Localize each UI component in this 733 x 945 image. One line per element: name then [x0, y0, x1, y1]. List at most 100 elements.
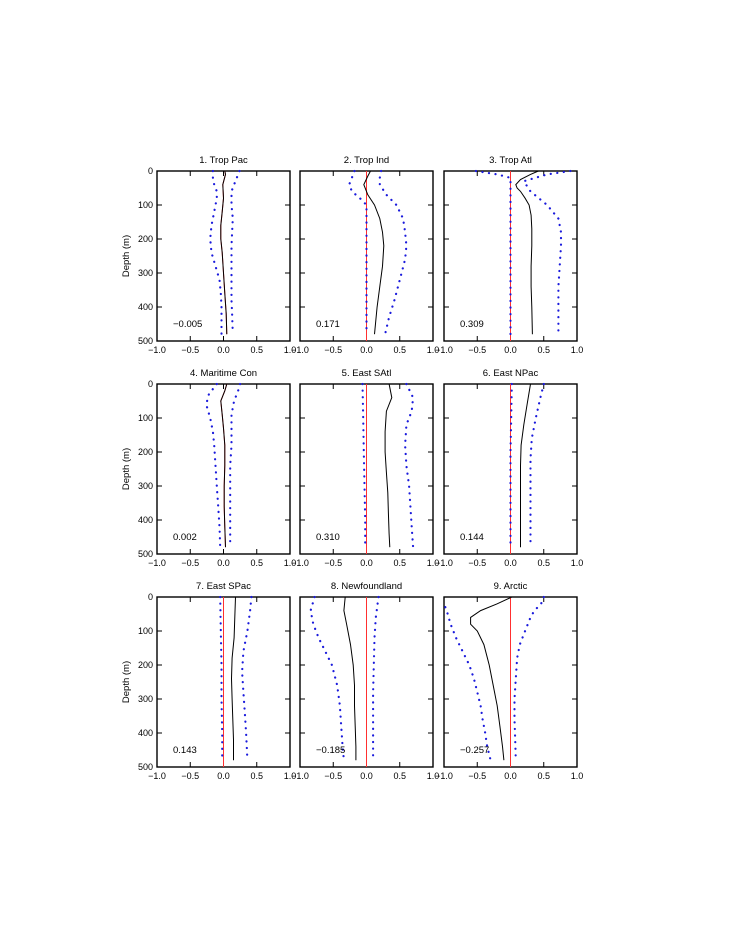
y-tick-label: 200: [138, 234, 153, 244]
x-tick-label: 1.0: [427, 558, 440, 568]
y-axis-label: Depth (m): [121, 661, 132, 703]
lower-bound-dots: [444, 606, 492, 762]
panel-title: 4. Maritime Con: [190, 368, 257, 379]
x-tick-label: 0.5: [537, 558, 550, 568]
mean-profile-line: [515, 170, 539, 335]
x-tick-label: −1.0: [435, 345, 453, 355]
x-tick-label: 0.0: [217, 558, 230, 568]
mean-profile-line: [220, 383, 228, 548]
panel-value-label: 0.143: [173, 745, 197, 756]
y-tick-label: 300: [138, 481, 153, 491]
lower-bound-dots: [219, 595, 224, 762]
panel-title: 6. East NPac: [483, 368, 539, 379]
panel-title: 1. Trop Pac: [199, 155, 248, 166]
panel-title: 5. East SAtl: [342, 368, 392, 379]
x-tick-label: 0.0: [360, 558, 373, 568]
y-tick-label: 0: [148, 592, 153, 602]
y-tick-label: 400: [138, 302, 153, 312]
x-tick-label: 0.0: [217, 771, 230, 781]
x-tick-label: −1.0: [291, 558, 309, 568]
panel-title: 2. Trop Ind: [344, 155, 389, 166]
mean-profile-line: [384, 383, 393, 548]
panel-title: 7. East SPac: [196, 581, 251, 592]
lower-bound-dots: [509, 382, 513, 549]
panel-2: 2. Trop Ind −1.0 −0.5 0.0 0.5 1.0 0.171: [291, 155, 439, 355]
panel-6: 6. East NPac −1.0 −0.5 0.0 0.5 1.0 0.144: [435, 368, 583, 568]
y-tick-label: 500: [138, 549, 153, 559]
y-tick-label: 400: [138, 515, 153, 525]
x-tick-label: 1.0: [571, 558, 584, 568]
upper-bound-dots: [529, 382, 545, 549]
upper-bound-dots: [378, 169, 408, 336]
panel-9: 9. Arctic −1.0 −0.5 0.0 0.5 1.0 −0.257: [435, 581, 583, 781]
panel-value-label: 0.144: [460, 532, 484, 543]
x-tick-label: 0.5: [250, 558, 263, 568]
x-tick-label: 1.0: [427, 345, 440, 355]
panel-4: 4. Maritime Con −1.0 −0.5 0.0 0.5 1.0 0 100 200 3…: [121, 368, 296, 568]
upper-bound-dots: [240, 595, 253, 762]
panel-7: 7. East SPac −1.0 −0.5 0.0 0.5 1.0 0 100 200 300 4…: [121, 581, 296, 781]
upper-bound-dots: [229, 382, 242, 549]
x-tick-label: −0.5: [181, 345, 199, 355]
panel-3: 3. Trop Atl −1.0 −0.5 0.0 0.5 1.0 0.309: [435, 155, 583, 355]
panel-value-label: −0.005: [173, 319, 202, 330]
x-tick-label: −0.5: [324, 771, 342, 781]
y-tick-label: 300: [138, 694, 153, 704]
upper-bound-dots: [230, 169, 241, 336]
mean-profile-line: [470, 596, 513, 761]
mean-profile-line: [363, 170, 385, 335]
panel-1: 1. Trop Pac −1.0 −0.5 0.0 0.5 1.0 0 100 200 300 40…: [121, 155, 296, 355]
x-tick-label: −1.0: [435, 771, 453, 781]
x-tick-label: −1.0: [148, 558, 166, 568]
lower-bound-dots: [205, 382, 222, 549]
upper-bound-dots: [522, 169, 572, 336]
x-tick-label: −1.0: [148, 345, 166, 355]
x-tick-label: 1.0: [284, 345, 297, 355]
x-tick-label: 1.0: [571, 771, 584, 781]
upper-bound-dots: [403, 382, 415, 549]
x-tick-label: 0.0: [504, 771, 517, 781]
panel-grid: 1. Trop Pac −1.0 −0.5 0.0 0.5 1.0 0 100 200 300 40…: [121, 155, 583, 781]
y-axis-label: Depth (m): [121, 448, 132, 490]
mean-profile-line: [230, 596, 236, 761]
panel-value-label: −0.185: [316, 745, 345, 756]
panel-8: 8. Newfoundland −1.0 −0.5 0.0 0.5 1.0 −0.185: [291, 581, 439, 781]
lower-bound-dots: [209, 169, 223, 336]
x-tick-label: −1.0: [291, 771, 309, 781]
x-tick-label: 0.0: [360, 771, 373, 781]
panel-value-label: −0.257: [460, 745, 489, 756]
panel-5: 5. East SAtl −1.0 −0.5 0.0 0.5 1.0 0.310: [291, 368, 439, 568]
y-tick-label: 300: [138, 268, 153, 278]
y-tick-label: 0: [148, 379, 153, 389]
x-tick-label: 0.5: [393, 558, 406, 568]
x-tick-label: 1.0: [427, 771, 440, 781]
x-tick-label: 0.5: [250, 345, 263, 355]
y-tick-label: 100: [138, 200, 153, 210]
mean-profile-line: [343, 596, 357, 761]
x-tick-label: −0.5: [468, 345, 486, 355]
x-tick-label: 0.5: [393, 771, 406, 781]
panel-value-label: 0.171: [316, 319, 340, 330]
axes-frame: [156, 383, 291, 555]
panel-value-label: 0.002: [173, 532, 197, 543]
y-tick-label: 400: [138, 728, 153, 738]
x-tick-label: −0.5: [468, 771, 486, 781]
x-tick-label: −0.5: [181, 771, 199, 781]
y-axis-label: Depth (m): [121, 235, 132, 277]
x-tick-label: 1.0: [284, 558, 297, 568]
panel-value-label: 0.309: [460, 319, 484, 330]
mean-profile-line: [520, 383, 531, 548]
x-tick-label: −0.5: [324, 558, 342, 568]
x-tick-label: 0.0: [360, 345, 373, 355]
x-tick-label: 0.5: [537, 345, 550, 355]
lower-bound-dots: [474, 169, 512, 336]
panel-title: 9. Arctic: [494, 581, 528, 592]
x-tick-label: 0.0: [504, 558, 517, 568]
panel-title: 3. Trop Atl: [489, 155, 532, 166]
upper-bound-dots: [513, 595, 545, 762]
upper-bound-dots: [372, 595, 380, 762]
lower-bound-dots: [361, 382, 367, 549]
x-tick-label: −1.0: [148, 771, 166, 781]
lower-bound-dots: [309, 595, 345, 762]
